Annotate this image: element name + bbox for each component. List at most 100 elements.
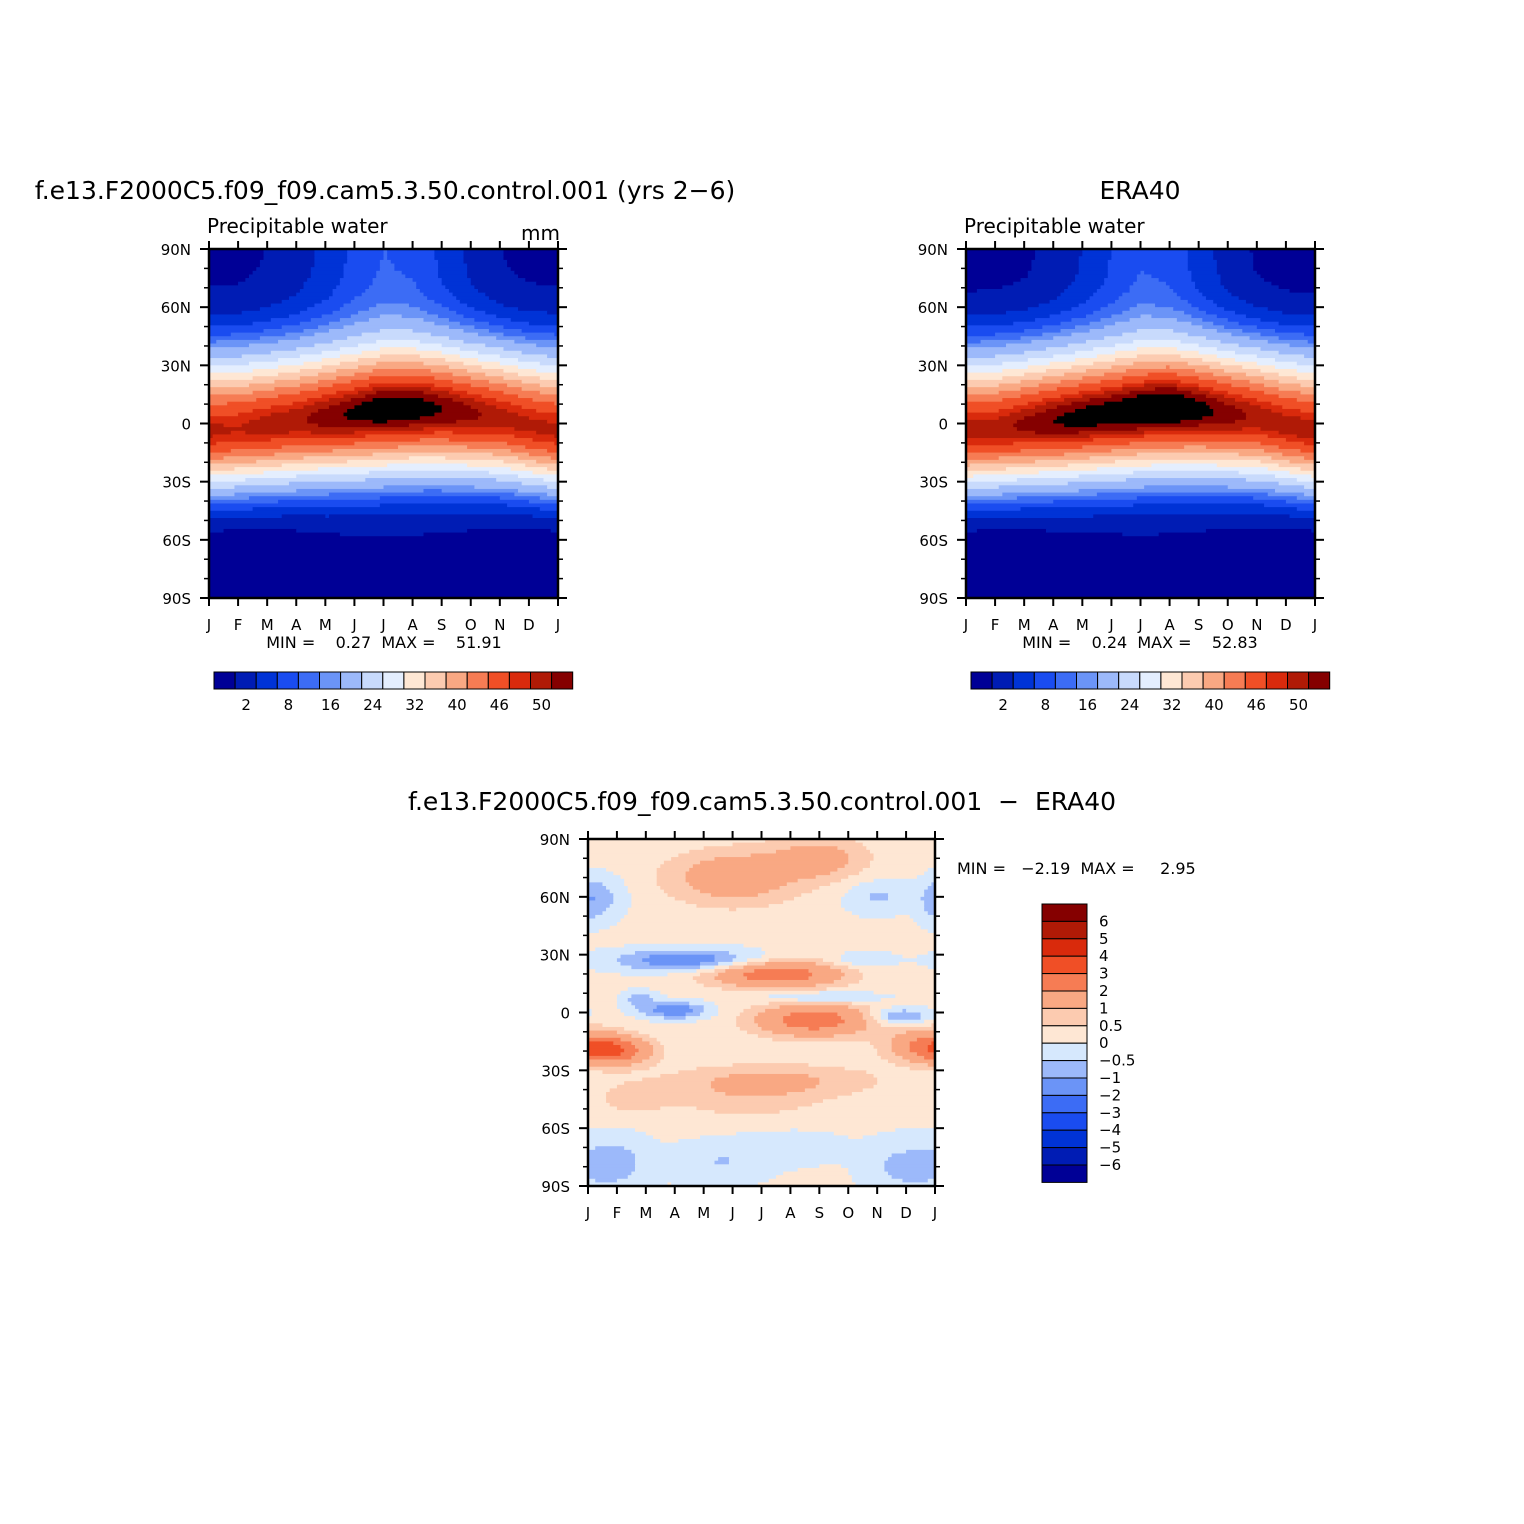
diff-cell — [653, 1135, 701, 1140]
diff-cell — [927, 1063, 936, 1068]
model-cell — [419, 416, 479, 421]
model-cell — [434, 383, 472, 388]
model-cell — [499, 361, 541, 366]
diff-cell — [797, 1167, 849, 1173]
diff-cell — [862, 1012, 871, 1017]
model-cell — [209, 554, 559, 559]
diff-cell — [678, 1139, 936, 1144]
diff-cell — [591, 1008, 622, 1014]
model-cell — [368, 318, 425, 323]
model-cell — [209, 492, 236, 497]
model-cell — [554, 401, 559, 406]
era40-cell — [966, 499, 1054, 505]
era40-cell — [1122, 376, 1200, 381]
x-tick-label: A — [1164, 616, 1175, 634]
era40-cell — [1133, 470, 1240, 475]
diff-cell — [924, 900, 936, 905]
model-cell — [248, 496, 381, 501]
era40-cell — [1078, 430, 1145, 436]
era40-cell — [1078, 383, 1123, 388]
diff-cell — [851, 1178, 904, 1183]
diff-cell — [588, 1131, 647, 1136]
diff-cell — [779, 1110, 936, 1115]
model-cell — [518, 412, 559, 417]
era40-cell — [1304, 441, 1316, 446]
era40-cell — [1020, 336, 1054, 341]
diff-cell — [588, 889, 611, 894]
x-tick-label: J — [1108, 616, 1113, 634]
model-cell — [536, 459, 559, 465]
colorbar-box — [1287, 671, 1310, 690]
model-cell — [230, 332, 286, 337]
diff-cell — [757, 1023, 788, 1028]
era40-cell — [1049, 361, 1094, 366]
diff-cell — [920, 1012, 936, 1017]
model-cell — [518, 307, 559, 312]
era40-cell — [1020, 379, 1062, 385]
era40-cell — [1304, 492, 1316, 497]
era40-cell — [1165, 365, 1171, 370]
model-cell — [241, 423, 319, 428]
model-cell — [467, 270, 515, 276]
era40-cell — [1242, 328, 1276, 334]
model-cell — [423, 532, 559, 537]
model-cell — [554, 434, 559, 439]
diff-cell — [725, 1092, 788, 1097]
era40-cell — [1289, 470, 1316, 475]
y-tick-label: 0 — [560, 1005, 570, 1023]
model-cell — [347, 336, 450, 341]
diff-cell — [714, 965, 730, 970]
era40-cell — [1296, 434, 1316, 439]
era40-cell — [1169, 285, 1196, 290]
model-cell — [488, 379, 523, 385]
era40-cell — [1173, 307, 1200, 312]
model-cell — [332, 288, 366, 294]
diff-cell — [588, 1092, 607, 1097]
colorbar-box — [1202, 671, 1225, 690]
colorbar-box — [530, 671, 553, 690]
diff-cell — [663, 1052, 878, 1057]
colorbar-box — [1223, 671, 1246, 690]
diff-cell — [844, 951, 893, 956]
diff-cell — [588, 900, 614, 905]
era40-cell — [1075, 350, 1116, 356]
diff-cell — [869, 1005, 893, 1010]
era40-cell — [1071, 318, 1102, 323]
era40-cell — [1136, 354, 1182, 359]
diff-cell — [844, 907, 925, 912]
era40-cell — [1144, 270, 1192, 276]
y-tick-label: 60S — [162, 532, 191, 550]
era40-cell — [966, 594, 1316, 599]
x-tick-label: A — [291, 616, 302, 634]
diff-cell — [848, 889, 925, 894]
era40-cell — [966, 514, 1094, 519]
diff-cell — [794, 1034, 835, 1039]
era40-cell — [1245, 416, 1302, 421]
diff-cell — [624, 878, 658, 883]
model-cell — [209, 328, 265, 334]
era40-cell — [966, 474, 974, 479]
model-cell — [278, 499, 530, 505]
colorbar-box — [1308, 671, 1331, 690]
model-cell — [387, 256, 435, 261]
model-cell — [209, 365, 279, 370]
era40-cell — [966, 278, 1022, 283]
diff-cell — [588, 1063, 632, 1068]
era40-cell — [1227, 485, 1305, 490]
era40-cell — [1115, 459, 1262, 465]
diff-cell — [718, 1005, 752, 1010]
diff-cell — [815, 961, 835, 967]
diff-cell — [833, 979, 860, 985]
x-tick-label: J — [758, 1204, 763, 1222]
era40-cell — [1253, 252, 1316, 257]
model-cell — [379, 314, 403, 319]
diff-cell — [588, 1016, 636, 1021]
era40-cell — [966, 478, 1018, 483]
diff-cell — [714, 969, 726, 974]
diff-cell — [616, 994, 632, 999]
model-cell — [478, 416, 530, 421]
diff-cell — [602, 1023, 737, 1028]
era40-cell — [966, 445, 1083, 450]
diff-cell — [924, 1055, 936, 1061]
era40-cell — [1020, 394, 1062, 399]
